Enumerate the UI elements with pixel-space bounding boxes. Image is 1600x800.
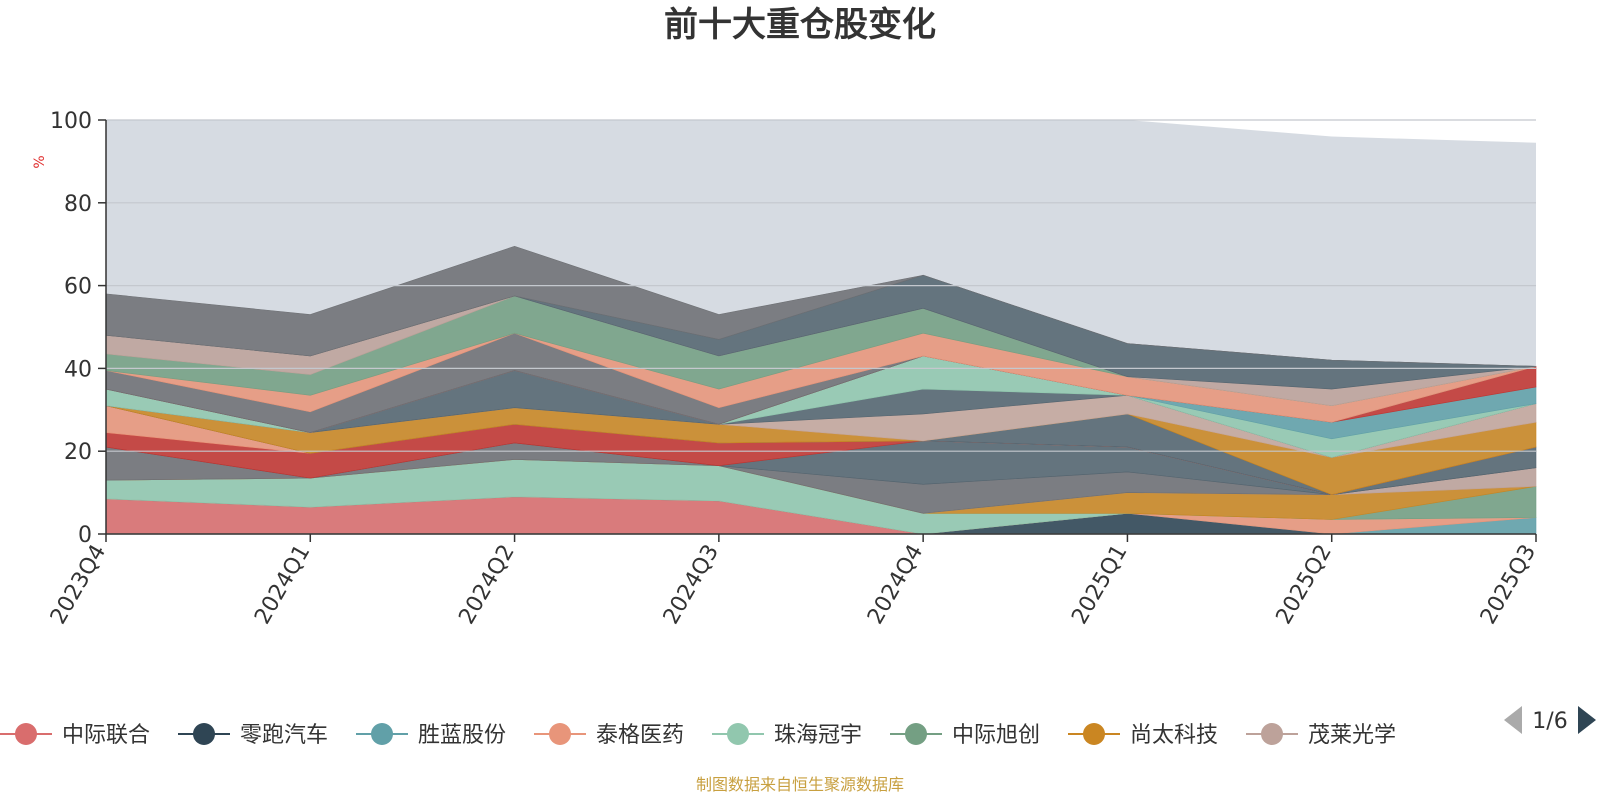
chart-title: 前十大重仓股变化	[664, 5, 936, 45]
legend-marker-icon	[15, 723, 37, 745]
legend-marker-icon	[549, 723, 571, 745]
legend-prev-icon[interactable]	[1504, 706, 1522, 734]
x-tick-label: 2024Q1	[250, 541, 315, 629]
legend-pager: 1/6	[1504, 706, 1596, 734]
x-tick-label: 2024Q4	[863, 541, 928, 629]
legend-page-indicator: 1/6	[1532, 709, 1567, 734]
legend-label: 尚太科技	[1130, 723, 1218, 748]
x-tick-label: 2025Q1	[1067, 541, 1132, 629]
legend-item[interactable]: 零跑汽车	[178, 723, 328, 748]
y-tick-label: 60	[64, 275, 92, 300]
y-tick-label: 20	[64, 440, 92, 465]
legend-item[interactable]: 中际联合	[0, 723, 150, 748]
y-tick-label: 100	[50, 109, 92, 134]
legend: 中际联合 零跑汽车 胜蓝股份 泰格医药 珠海冠宇 中际旭创 尚太科技 茂莱光学	[0, 723, 1396, 748]
legend-marker-icon	[727, 723, 749, 745]
legend-item[interactable]: 泰格医药	[534, 723, 684, 748]
x-tick-label: 2023Q4	[46, 541, 111, 629]
legend-item[interactable]: 胜蓝股份	[356, 723, 506, 748]
y-tick-label: 80	[64, 192, 92, 217]
legend-label: 胜蓝股份	[418, 723, 506, 748]
x-tick-label: 2025Q3	[1476, 541, 1541, 629]
legend-marker-icon	[193, 723, 215, 745]
legend-next-icon[interactable]	[1578, 706, 1596, 734]
legend-item[interactable]: 尚太科技	[1068, 723, 1218, 748]
y-tick-label: 0	[78, 523, 92, 548]
legend-marker-icon	[371, 723, 393, 745]
legend-label: 珠海冠宇	[774, 723, 862, 748]
legend-item[interactable]: 珠海冠宇	[712, 723, 862, 748]
legend-label: 茂莱光学	[1308, 723, 1396, 748]
x-tick-label: 2024Q2	[454, 541, 519, 629]
plot-area	[105, 120, 1537, 535]
y-tick-label: 40	[64, 357, 92, 382]
legend-item[interactable]: 中际旭创	[890, 723, 1040, 748]
legend-marker-icon	[905, 723, 927, 745]
legend-label: 中际联合	[62, 723, 150, 748]
legend-items: 中际联合 零跑汽车 胜蓝股份 泰格医药 珠海冠宇 中际旭创 尚太科技 茂莱光学	[0, 723, 1396, 748]
source-note: 制图数据来自恒生聚源数据库	[696, 775, 904, 794]
legend-label: 泰格医药	[596, 723, 684, 748]
series-area	[105, 245, 1537, 367]
legend-item[interactable]: 茂莱光学	[1246, 723, 1396, 748]
legend-label: 零跑汽车	[240, 723, 328, 748]
y-axis-unit: %	[32, 155, 48, 168]
x-tick-label: 2025Q2	[1272, 541, 1337, 629]
legend-label: 中际旭创	[952, 723, 1040, 748]
legend-marker-icon	[1083, 723, 1105, 745]
x-tick-label: 2024Q3	[659, 541, 724, 629]
legend-marker-icon	[1261, 723, 1283, 745]
